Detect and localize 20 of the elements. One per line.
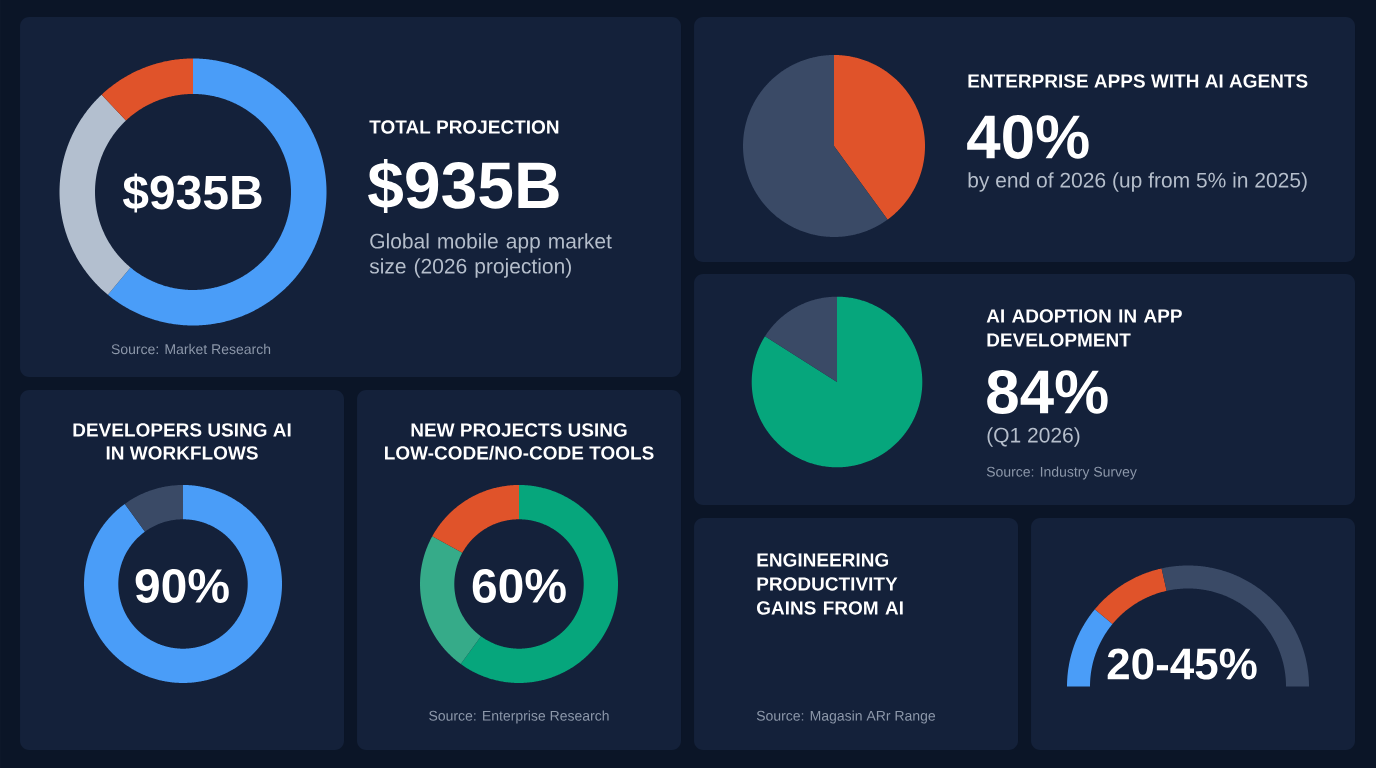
text: 20-45% — [1107, 648, 1257, 680]
text: $935B — [122, 173, 262, 213]
text: TOTAL PROJECTION — [369, 120, 559, 134]
text: 90% — [135, 568, 229, 603]
source-note: Source: Enterprise Research — [429, 710, 609, 724]
chart-title: DEVELOPERS USING AI IN WORKFLOWS — [73, 423, 291, 460]
text: (Q1 2026) — [987, 427, 1080, 447]
text: by end of 2026 (up from 5% in 2025) — [968, 172, 1307, 192]
text: AI ADOPTION IN APP DEVELOPMENT — [986, 309, 1182, 347]
text: 40% — [967, 115, 1089, 159]
text: Global mobile app market size (2026 projection) — [369, 233, 612, 278]
text: 84% — [987, 370, 1108, 414]
chart-title: NEW PROJECTS USING LOW-CODE/NO-CODE TOOLS — [385, 423, 654, 460]
text: $935B — [368, 159, 559, 213]
source-note: Source: Magasin ARr Range — [756, 710, 936, 724]
text: ENTERPRISE APPS WITH AI AGENTS — [968, 74, 1308, 88]
text: ENGINEERING PRODUCTIVITY GAINS FROM AI — [756, 553, 903, 615]
source-note: Source: Industry Survey — [986, 466, 1137, 480]
text: 60% — [472, 568, 566, 603]
source-note: Source: Market Research — [111, 343, 271, 355]
